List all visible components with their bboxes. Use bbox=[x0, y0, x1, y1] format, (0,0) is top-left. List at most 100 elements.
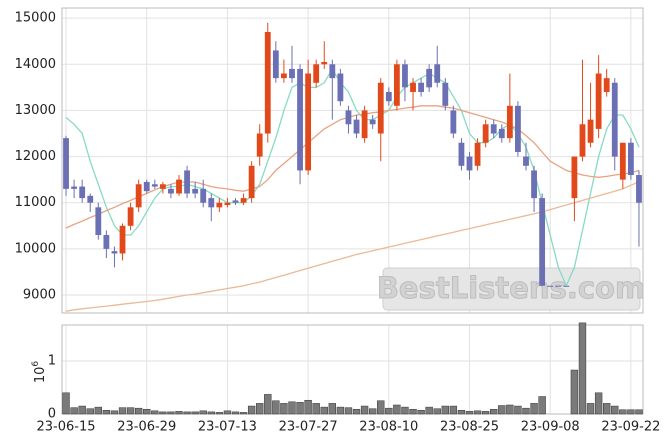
candle-body bbox=[426, 68, 433, 88]
volume-bar bbox=[457, 410, 466, 415]
candle-body bbox=[184, 170, 190, 194]
volume-bar bbox=[312, 403, 320, 415]
volume-bar bbox=[183, 411, 191, 415]
candle-body bbox=[619, 142, 626, 180]
volume-bar bbox=[159, 411, 167, 415]
candle-body bbox=[506, 105, 513, 139]
candle-body bbox=[208, 198, 215, 208]
candle-body bbox=[224, 202, 231, 206]
candle-body bbox=[297, 68, 303, 171]
volume-bar bbox=[94, 406, 102, 415]
candle-body bbox=[321, 61, 328, 65]
volume-bar bbox=[473, 410, 482, 415]
candle-body bbox=[474, 142, 481, 166]
volume-bar bbox=[417, 410, 425, 415]
x-tick-label: 23-06-15 bbox=[37, 420, 96, 435]
volume-bar bbox=[175, 411, 183, 415]
candle-body bbox=[345, 110, 352, 125]
volume-bar bbox=[191, 411, 199, 415]
y-tick-label: 1 bbox=[48, 354, 56, 369]
volume-bar bbox=[70, 407, 78, 415]
volume-bar bbox=[126, 407, 135, 415]
volume-bar bbox=[441, 405, 449, 415]
volume-bar bbox=[393, 404, 401, 415]
volume-bar bbox=[231, 411, 240, 415]
candle-body bbox=[369, 119, 376, 125]
x-tick-label: 23-09-22 bbox=[601, 420, 660, 435]
candle-body bbox=[410, 82, 416, 92]
moving-average bbox=[65, 67, 640, 288]
candle-body bbox=[232, 200, 239, 203]
watermark-text: BestListens.com bbox=[377, 271, 645, 305]
volume-bar bbox=[288, 401, 296, 415]
candle-body bbox=[385, 91, 392, 102]
volume-bar bbox=[151, 410, 159, 415]
candle-body bbox=[103, 235, 110, 249]
candle-body bbox=[579, 124, 586, 157]
volume-bar bbox=[627, 409, 635, 415]
candle-body bbox=[402, 64, 408, 88]
candle-body bbox=[248, 165, 255, 199]
volume-bar bbox=[594, 392, 603, 415]
candle-body bbox=[498, 128, 505, 139]
volume-bar bbox=[102, 410, 111, 415]
plot-frame bbox=[61, 324, 644, 415]
x-tick-label: 23-08-25 bbox=[440, 420, 499, 435]
candle-body bbox=[571, 156, 578, 199]
candle-body bbox=[79, 186, 86, 199]
volume-bar bbox=[603, 403, 611, 415]
y-tick-label: 9000 bbox=[23, 288, 56, 303]
watermark: BestListens.com bbox=[376, 267, 646, 311]
volume-bar bbox=[409, 408, 417, 415]
grid bbox=[62, 8, 643, 415]
volume-bar bbox=[328, 403, 337, 415]
candle-body bbox=[151, 184, 158, 187]
candle-body bbox=[87, 195, 94, 203]
x-tick-label: 23-06-29 bbox=[117, 420, 176, 435]
candle-body bbox=[95, 207, 102, 236]
candle-body bbox=[256, 133, 263, 157]
volume-offset: 106 bbox=[31, 361, 48, 384]
candle-body bbox=[466, 156, 473, 171]
volume-bar bbox=[167, 411, 175, 415]
candle-body bbox=[240, 198, 247, 203]
candle-body bbox=[603, 78, 610, 92]
y-tick-label: 10000 bbox=[15, 241, 56, 256]
candle-body bbox=[264, 31, 271, 134]
volume-bar bbox=[586, 403, 595, 415]
volume-bar bbox=[385, 407, 393, 415]
candle-body bbox=[176, 179, 182, 194]
volume-bar bbox=[570, 369, 579, 415]
volume-bar bbox=[118, 407, 127, 415]
candle-body bbox=[353, 119, 360, 134]
volume-bar bbox=[433, 408, 441, 415]
candle-body bbox=[531, 170, 537, 199]
volume-bar bbox=[360, 405, 369, 415]
candle-body bbox=[143, 181, 150, 192]
volume-bar bbox=[530, 403, 538, 415]
volume-bar bbox=[320, 406, 328, 415]
candle-body bbox=[482, 124, 489, 143]
candle-body bbox=[611, 82, 618, 157]
candle-body bbox=[305, 73, 312, 171]
candle-body bbox=[216, 202, 223, 208]
offset-exponent: 6 bbox=[31, 361, 41, 367]
volume-bar bbox=[207, 411, 215, 415]
candle-body bbox=[119, 225, 126, 254]
candle-body bbox=[523, 156, 529, 166]
candle-body bbox=[547, 285, 554, 287]
volume-bar bbox=[481, 411, 490, 415]
y-tick-label: 12000 bbox=[15, 149, 56, 164]
volume-bar bbox=[256, 403, 264, 415]
volume-bar bbox=[143, 408, 151, 415]
candle-body bbox=[377, 82, 384, 134]
candle-body bbox=[636, 175, 642, 203]
candle-body bbox=[63, 138, 69, 189]
y-tick-label: 13000 bbox=[15, 103, 56, 118]
candle-body bbox=[515, 105, 521, 152]
candle-body bbox=[329, 64, 336, 79]
candle-body bbox=[627, 142, 634, 176]
offset-base: 10 bbox=[33, 367, 48, 384]
